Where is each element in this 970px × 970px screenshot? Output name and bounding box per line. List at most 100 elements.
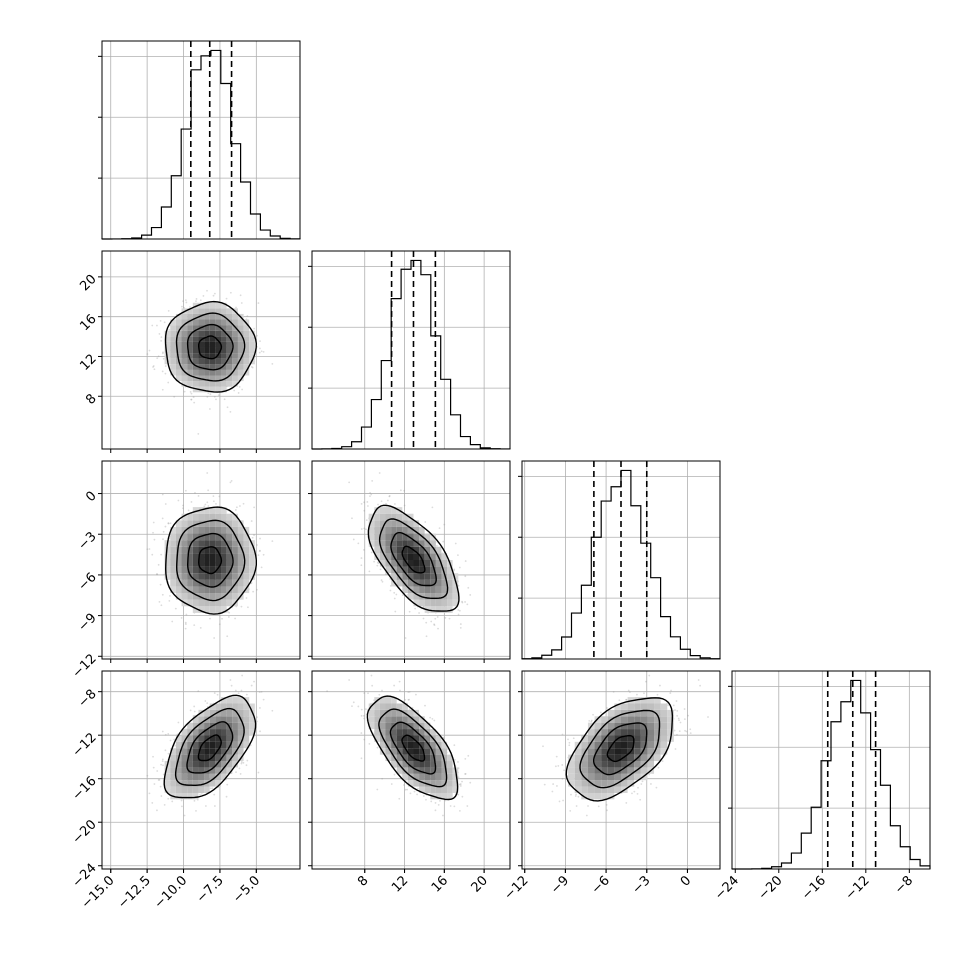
density-cell (385, 722, 392, 730)
density-cell (164, 330, 171, 337)
density-cell (379, 507, 386, 514)
density-cell (407, 533, 414, 541)
density-cell (243, 526, 250, 534)
density-cell (175, 735, 182, 742)
density-cell (192, 330, 199, 337)
density-cell (385, 533, 392, 541)
scatter-point (193, 710, 196, 713)
scatter-point (394, 503, 396, 505)
density-cell (226, 573, 233, 580)
scatter-point (202, 295, 205, 297)
scatter-point (256, 334, 258, 337)
density-cell (435, 786, 442, 793)
scatter-point (213, 637, 216, 639)
density-cell (249, 566, 255, 574)
density-cell (175, 369, 182, 376)
scatter-point (160, 336, 163, 339)
density-cell (396, 526, 403, 534)
density-cell (441, 761, 448, 768)
scatter-point (453, 568, 456, 571)
scatter-point (250, 684, 253, 687)
density-cell (221, 386, 227, 393)
density-cell (396, 513, 403, 521)
density-cell (379, 709, 386, 717)
scatter-point (228, 611, 231, 614)
scatter-point (157, 563, 160, 566)
panel-frame (311, 250, 511, 450)
scatter-point (438, 527, 441, 530)
scatter-point (235, 771, 237, 774)
scatter-point (363, 717, 365, 720)
scatter-point (641, 780, 644, 783)
density-cell (209, 313, 216, 320)
density-cell (407, 767, 414, 774)
density-cell (452, 586, 459, 594)
density-cell (204, 319, 210, 326)
scatter-point (326, 450, 328, 452)
density-cell (374, 507, 380, 514)
density-cell (170, 786, 176, 793)
scatter-point (204, 700, 207, 702)
scatter-point (162, 530, 165, 533)
density-cell (407, 513, 414, 521)
scatter-point (185, 613, 188, 616)
density-cell (175, 520, 182, 527)
scatter-point (444, 617, 447, 619)
density-cell (447, 593, 453, 600)
scatter-point (262, 553, 265, 556)
scatter-point (213, 692, 216, 694)
scatter-point (395, 593, 398, 596)
scatter-point (161, 760, 164, 763)
density-cell (181, 341, 188, 348)
scatter-point (357, 542, 360, 545)
density-cell (243, 722, 250, 730)
histogram-panel-0 (98, 40, 301, 240)
density-cell (435, 566, 442, 574)
density-cell (164, 553, 171, 560)
density-cell (232, 347, 238, 354)
density-cell (221, 358, 227, 365)
density-cell (181, 353, 188, 359)
density-cell (192, 729, 199, 736)
density-cell (232, 364, 238, 370)
scatter-point (422, 617, 425, 620)
density-cell (424, 599, 431, 607)
scatter-point (378, 693, 381, 696)
density-cell (413, 716, 420, 723)
scatter-point (161, 370, 164, 373)
density-cell (243, 347, 250, 354)
density-cell (221, 566, 227, 574)
density-cell (187, 553, 193, 560)
scatter-point (381, 580, 384, 583)
density-cell (226, 330, 233, 337)
density-cell (181, 735, 188, 742)
scatter-point (551, 790, 554, 793)
density-cell (187, 336, 193, 342)
density-cell (170, 586, 176, 594)
density-cell (192, 375, 199, 382)
scatter-point (190, 392, 193, 395)
contour-line (197, 546, 223, 575)
density-cell (452, 573, 459, 580)
scatter-point (425, 798, 427, 801)
density-cell (187, 767, 193, 774)
scatter-point (181, 305, 183, 308)
scatter-point (197, 495, 200, 497)
density-cell (221, 330, 227, 337)
density-cell (204, 375, 210, 382)
scatter-point (234, 689, 237, 692)
scatter-point (458, 609, 461, 612)
density-cell (181, 579, 188, 587)
density-cell (209, 381, 216, 387)
density-cell (198, 722, 205, 730)
density-cell (441, 773, 448, 781)
scatter-point (262, 698, 265, 701)
scatter-point (257, 554, 260, 556)
density-cell (187, 599, 193, 607)
density-cell (221, 302, 227, 309)
density-cell (407, 780, 414, 787)
density-cell (221, 353, 227, 359)
scatter-point (415, 693, 417, 696)
density-cell (379, 540, 386, 547)
density-cell (402, 566, 408, 574)
